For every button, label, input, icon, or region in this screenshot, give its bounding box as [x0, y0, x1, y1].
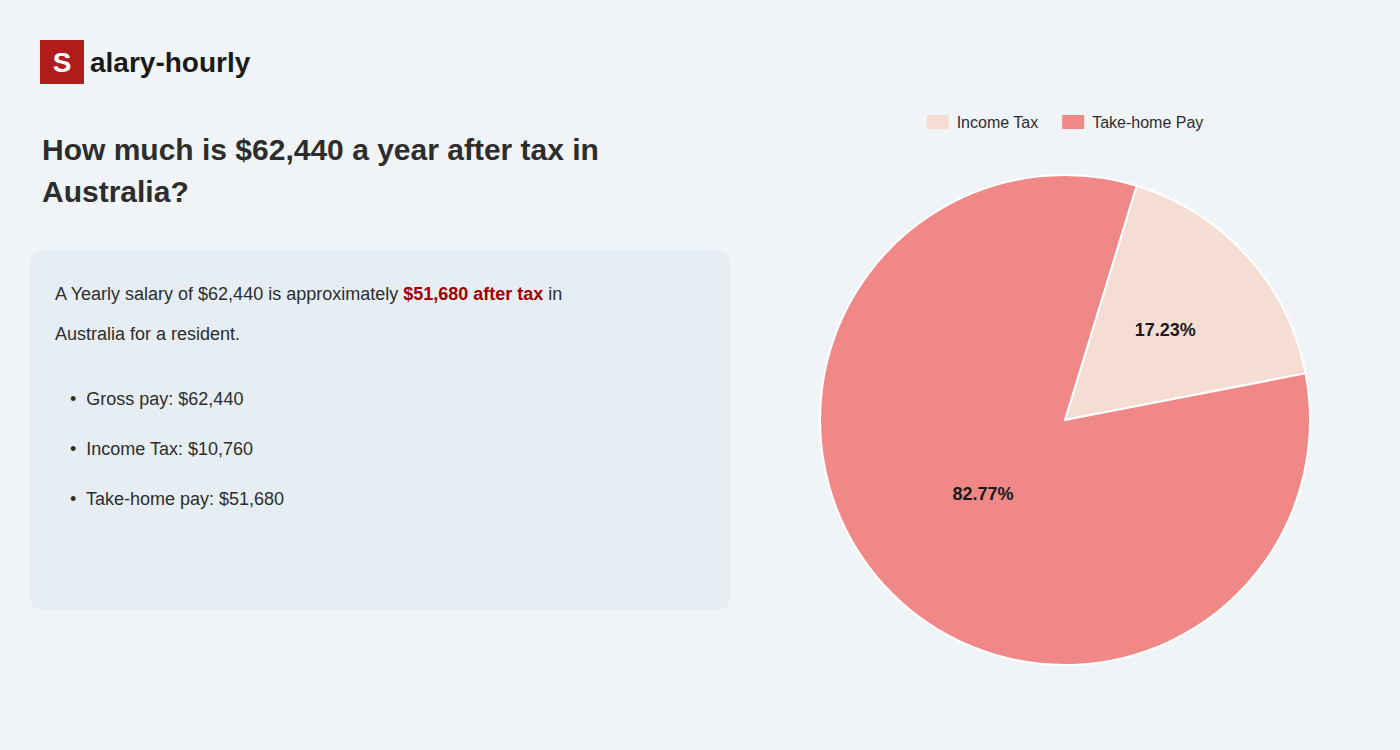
text-segment: in [543, 284, 562, 304]
logo-text: alary-hourly [90, 47, 251, 78]
text-segment: • Income Tax: $10,760 [70, 439, 253, 459]
data-label: 82.77% [953, 484, 1014, 504]
body-text: Australia for a resident. [55, 324, 240, 344]
pie-slice [820, 175, 1310, 665]
text-box [30, 250, 730, 610]
legend-swatch [927, 115, 949, 129]
text-segment: • Take-home pay: $51,680 [70, 489, 284, 509]
legend-item: Take-home Pay [1062, 114, 1203, 131]
legend-item: Income Tax [927, 114, 1039, 131]
pie [820, 175, 1310, 665]
logo-box [40, 40, 84, 84]
title: How much is $62,440 a year after tax in A… [42, 133, 599, 208]
title-line: How much is $62,440 a year after tax in [42, 133, 599, 166]
title-line: Australia? [42, 175, 189, 208]
logo: Salary-hourly [40, 40, 251, 84]
legend-label: Income Tax [957, 114, 1039, 131]
highlight-text: $51,680 after tax [403, 284, 543, 304]
legend-label: Take-home Pay [1092, 114, 1203, 131]
data-label: 17.23% [1135, 320, 1196, 340]
chart: Salary-hourly How much is $62,440 a year … [0, 0, 1400, 750]
data-labels: 17.23% 82.77% [953, 320, 1196, 504]
bullet-text: • Take-home pay: $51,680 [70, 489, 284, 509]
bullet-text: • Gross pay: $62,440 [70, 389, 243, 409]
body-text: A Yearly salary of $62,440 is approximat… [55, 284, 562, 304]
text-segment: Australia for a resident. [55, 324, 240, 344]
bullet-text: • Income Tax: $10,760 [70, 439, 253, 459]
text-segment: A Yearly salary of $62,440 is approximat… [55, 284, 403, 304]
logo-text: S [53, 47, 72, 78]
legend: Income Tax Take-home Pay [927, 114, 1204, 131]
background [0, 0, 1400, 750]
legend-swatch [1062, 115, 1084, 129]
text-segment: • Gross pay: $62,440 [70, 389, 243, 409]
